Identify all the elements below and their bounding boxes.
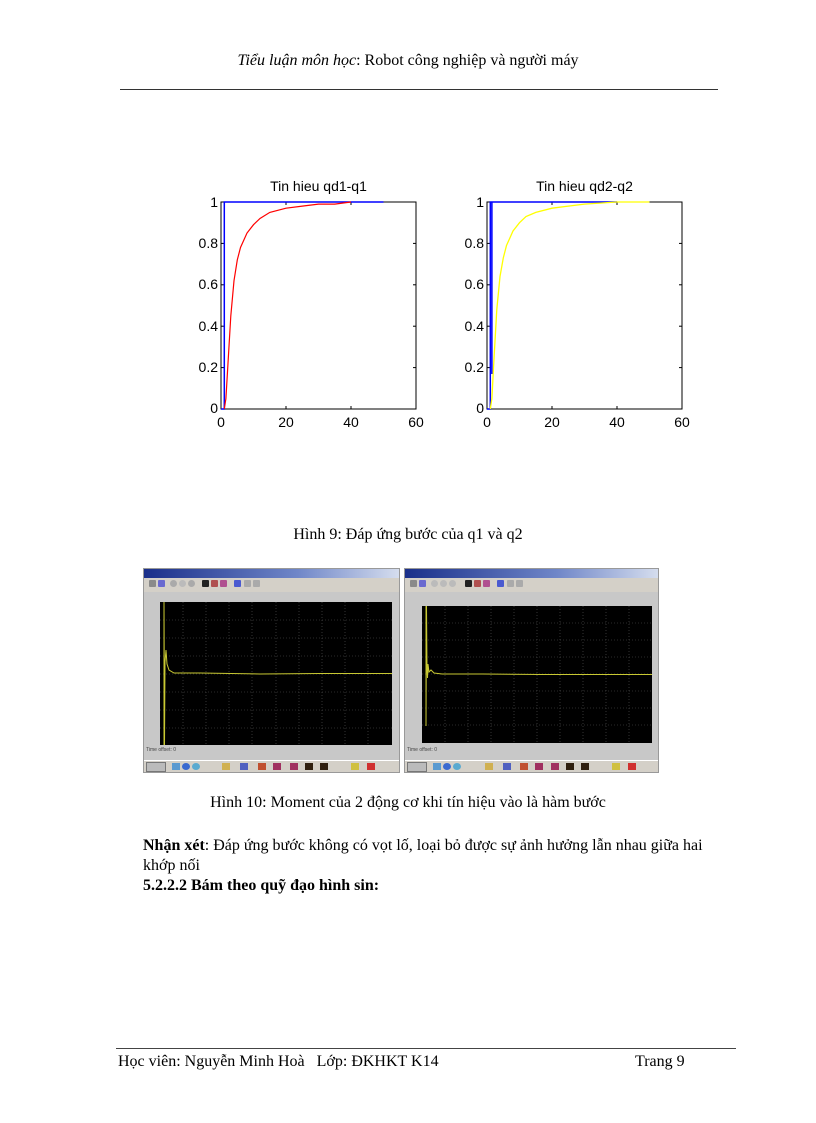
lock-icon [253,580,260,587]
print-icon [149,580,156,587]
taskbar-icon [485,763,493,770]
y-tick: 0 [476,400,484,416]
tray-icon [628,763,636,770]
x-tick: 20 [544,414,560,430]
y-tick: 0.8 [198,235,218,251]
scope-trace-2 [422,605,652,743]
x-tick: 0 [483,414,491,430]
taskbar-icon [535,763,543,770]
params-icon [419,580,426,587]
taskbar-icon [520,763,528,770]
restore-axes-icon [220,580,227,587]
figure-10-caption: Hình 10: Moment của 2 động cơ khi tín hi… [210,794,606,811]
start-button [146,762,166,772]
taskbar-icon [453,763,461,770]
zoom-y-icon [449,580,456,587]
scope-titlebar [144,569,399,578]
page-header: Tiểu luận môn học: Robot công nghiệp và … [0,52,816,70]
taskbar-icon [192,763,200,770]
taskbar-icon [290,763,298,770]
y-tick: 0.4 [198,318,218,334]
params-icon [158,580,165,587]
save-axes-icon [474,580,481,587]
y-tick: 0.2 [198,359,218,375]
taskbar-icon [182,763,190,770]
y-tick: 1 [210,194,218,210]
lock-icon [516,580,523,587]
taskbar-icon [305,763,313,770]
y-tick: 0.4 [464,318,484,334]
chart-q2 [486,201,683,410]
plot-title-q1: Tin hieu qd1-q1 [270,178,367,194]
windows-taskbar [144,760,399,772]
y-tick: 0.6 [198,276,218,292]
scope-status: Time offset: 0 [146,747,177,753]
figure-9-caption: Hình 9: Đáp ứng bước của q1 và q2 [293,526,523,543]
taskbar-icon [320,763,328,770]
zoom-x-icon [440,580,447,587]
page-number: Trang 9 [635,1053,685,1070]
taskbar-icon [551,763,559,770]
x-tick: 20 [278,414,294,430]
tray-icon [351,763,359,770]
taskbar-icon [566,763,574,770]
print-icon [410,580,417,587]
chart-q1 [220,201,417,410]
header-course-title: : Robot công nghiệp và người máy [356,52,579,69]
selector-icon [497,580,504,587]
remark-paragraph: Nhận xét: Đáp ứng bước không có vọt lố, … [143,836,703,876]
taskbar-icon [503,763,511,770]
scope-status: Time offset: 0 [407,747,438,753]
y-tick: 1 [476,194,484,210]
remark-text: : Đáp ứng bước không có vọt lố, loại bỏ … [143,837,703,874]
scope-trace-1 [160,601,392,746]
zoom-y-icon [188,580,195,587]
float-icon [507,580,514,587]
float-icon [244,580,251,587]
taskbar-icon [258,763,266,770]
taskbar-icon [172,763,180,770]
scope-screenshot-2: Time offset: 0 [404,568,659,773]
header-divider [120,89,718,90]
autoscale-icon [202,580,209,587]
header-course-label: Tiểu luận môn học [237,52,357,69]
y-tick: 0.2 [464,359,484,375]
taskbar-icon [240,763,248,770]
remark-label: Nhận xét [143,837,205,854]
taskbar-icon [222,763,230,770]
y-tick: 0.8 [464,235,484,251]
footer-divider [116,1048,736,1049]
taskbar-icon [273,763,281,770]
save-axes-icon [211,580,218,587]
x-tick: 0 [217,414,225,430]
x-tick: 60 [674,414,690,430]
autoscale-icon [465,580,472,587]
zoom-x-icon [179,580,186,587]
scope-screenshot-1: Time offset: 0 [143,568,400,773]
y-tick: 0.6 [464,276,484,292]
tray-icon [367,763,375,770]
zoom-icon [431,580,438,587]
zoom-icon [170,580,177,587]
tray-icon [612,763,620,770]
restore-axes-icon [483,580,490,587]
x-tick: 60 [408,414,424,430]
section-heading: 5.2.2.2 Bám theo quỹ đạo hình sin: [143,877,380,894]
taskbar-icon [581,763,589,770]
taskbar-icon [443,763,451,770]
x-tick: 40 [343,414,359,430]
scope-titlebar [405,569,658,578]
x-tick: 40 [609,414,625,430]
selector-icon [234,580,241,587]
windows-taskbar [405,760,658,772]
plot-title-q2: Tin hieu qd2-q2 [536,178,633,194]
footer-student-info: Học viên: Nguyễn Minh Hoà Lớp: ĐKHKT K14 [118,1053,439,1070]
y-tick: 0 [210,400,218,416]
start-button [407,762,427,772]
taskbar-icon [433,763,441,770]
